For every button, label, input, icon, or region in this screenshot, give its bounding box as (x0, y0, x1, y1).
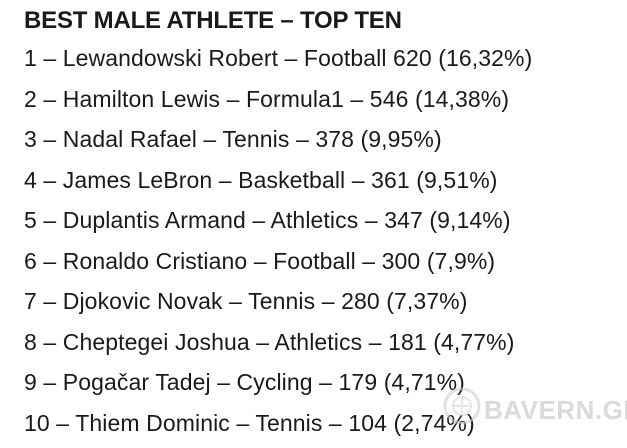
ranking-item-4: 4 – James LeBron – Basketball – 361 (9,5… (24, 166, 498, 193)
ranking-item-9: 9 – Pogačar Tadej – Cycling – 179 (4,71%… (24, 369, 465, 395)
ranking-item-5: 5 – Duplantis Armand – Athletics – 347 (… (24, 207, 511, 233)
ranking-item-8: 8 – Cheptegei Joshua – Athletics – 181 (… (24, 328, 515, 355)
bavarian-logo-icon (443, 387, 481, 425)
ranking-item-7: 7 – Djokovic Novak – Tennis – 280 (7,37%… (24, 288, 468, 314)
ranking-item-1: 1 – Lewandowski Robert – Football 620 (1… (24, 45, 533, 71)
watermark: BAVERN.GE (440, 378, 627, 438)
ranking-item-2: 2 – Hamilton Lewis – Formula1 – 546 (14,… (24, 85, 510, 112)
ranking-item-6: 6 – Ronaldo Cristiano – Football – 300 (… (24, 247, 496, 274)
article-body: BEST MALE ATHLETE – TOP TEN 1 – Lewandow… (24, 6, 624, 443)
ranking-item-10: 10 – Thiem Dominic – Tennis – 104 (2,74%… (24, 409, 475, 436)
ranking-item-3: 3 – Nadal Rafael – Tennis – 378 (9,95%) (24, 126, 442, 152)
watermark-brand: BAVERN.GE (484, 395, 627, 425)
ranking-list: 1 – Lewandowski Robert – Football 620 (1… (24, 38, 624, 443)
list-title: BEST MALE ATHLETE – TOP TEN (24, 7, 402, 34)
